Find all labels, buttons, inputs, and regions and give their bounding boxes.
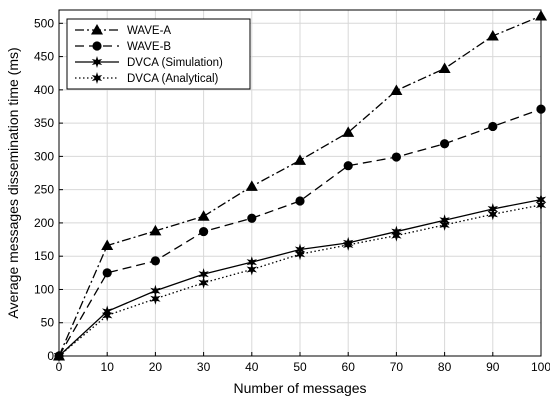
- y-tick-label: 450: [34, 50, 54, 64]
- legend-label: WAVE-A: [127, 25, 171, 37]
- y-tick-label: 300: [34, 149, 54, 163]
- data-point: [391, 152, 401, 162]
- x-tick-label: 10: [101, 360, 115, 374]
- legend-marker: [91, 56, 103, 68]
- data-point: [487, 208, 498, 221]
- data-point: [342, 126, 355, 137]
- data-point: [245, 180, 258, 191]
- series-line: [58, 15, 542, 357]
- legend-item: WAVE-A: [75, 24, 171, 37]
- data-point: [247, 213, 257, 223]
- data-point: [102, 268, 112, 278]
- data-point: [150, 284, 161, 297]
- y-axis-ticks: 0 50 100 150 200 250 300 350 400 450 500: [34, 16, 63, 363]
- data-point: [294, 154, 306, 165]
- data-point: [198, 268, 209, 281]
- series-layer: [53, 9, 547, 362]
- data-point: [294, 248, 306, 261]
- y-tick-label: 250: [34, 183, 54, 197]
- x-axis-label: Number of messages: [233, 380, 366, 396]
- x-axis-ticks: 0 10 20 30 40 50 60 70 80 90 100: [56, 352, 550, 374]
- data-point: [295, 196, 305, 206]
- y-tick-label: 50: [41, 316, 55, 330]
- legend-marker: [91, 72, 103, 84]
- x-tick-label: 50: [293, 360, 307, 374]
- legend: WAVE-A WAVE-B DVCA (Simulation) DVCA (Analy…: [66, 18, 251, 90]
- x-tick-label: 60: [342, 360, 356, 374]
- y-tick-label: 500: [34, 16, 54, 30]
- data-point: [438, 62, 451, 74]
- series-2: [54, 104, 546, 361]
- y-tick-label: 350: [34, 116, 54, 130]
- data-point: [102, 309, 113, 322]
- x-tick-label: 40: [245, 360, 259, 374]
- x-tick-label: 20: [149, 360, 163, 374]
- legend-item: WAVE-B: [75, 41, 171, 53]
- x-tick-label: 100: [531, 360, 550, 374]
- data-point: [198, 276, 209, 289]
- legend-marker: [92, 41, 102, 51]
- data-point: [486, 29, 499, 41]
- data-point: [197, 210, 210, 221]
- x-tick-label: 80: [438, 360, 452, 374]
- data-point: [343, 238, 354, 251]
- data-point: [488, 121, 498, 132]
- x-tick-label: 90: [486, 360, 500, 374]
- y-tick-label: 400: [34, 83, 54, 97]
- data-point: [390, 84, 403, 96]
- series-line: [58, 108, 542, 357]
- data-point: [246, 256, 257, 269]
- data-point: [101, 239, 114, 251]
- data-point: [150, 256, 160, 266]
- x-tick-label: 0: [56, 360, 63, 374]
- data-point: [391, 229, 402, 242]
- legend-item: DVCA (Simulation): [75, 56, 223, 69]
- data-point: [149, 224, 162, 236]
- data-point: [440, 139, 450, 149]
- data-point: [343, 161, 353, 171]
- data-point: [439, 218, 450, 231]
- data-point: [246, 263, 257, 276]
- x-tick-label: 30: [197, 360, 211, 374]
- y-tick-label: 150: [34, 249, 54, 263]
- legend-label: DVCA (Analytical): [127, 73, 219, 85]
- legend-item: DVCA (Analytical): [75, 72, 219, 85]
- y-axis-label: Average messages dissemination time (ms): [5, 47, 21, 318]
- y-tick-label: 0: [47, 349, 54, 363]
- y-tick-label: 200: [34, 216, 54, 230]
- y-tick-label: 100: [34, 282, 54, 296]
- legend-marker: [91, 24, 103, 35]
- data-point: [199, 226, 209, 237]
- data-point: [150, 292, 161, 305]
- x-tick-label: 70: [390, 360, 404, 374]
- legend-label: DVCA (Simulation): [127, 57, 223, 69]
- legend-label: WAVE-B: [127, 41, 171, 53]
